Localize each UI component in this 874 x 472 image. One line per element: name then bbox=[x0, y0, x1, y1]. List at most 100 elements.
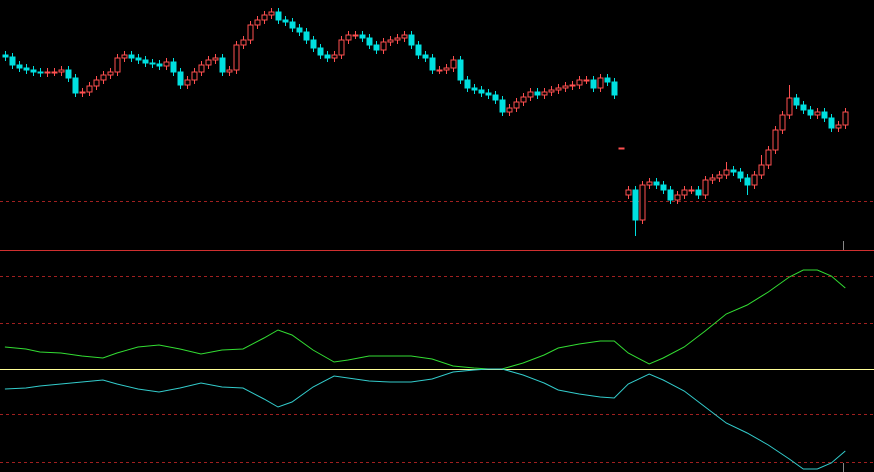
candle-body bbox=[296, 27, 303, 33]
candle-body bbox=[842, 111, 849, 126]
candle-body bbox=[23, 67, 30, 71]
candle-body bbox=[338, 39, 345, 56]
candle-body bbox=[793, 97, 800, 106]
candle-body bbox=[716, 174, 723, 179]
candle-body bbox=[44, 71, 51, 74]
candle-body bbox=[814, 111, 821, 116]
candle-body bbox=[37, 71, 44, 74]
candle-body bbox=[163, 61, 170, 67]
indicator-line bbox=[4, 368, 846, 470]
candle-body bbox=[93, 79, 100, 87]
candle-body bbox=[254, 19, 261, 26]
candle-body bbox=[835, 124, 842, 129]
candle-body bbox=[415, 44, 422, 56]
candle-body bbox=[310, 39, 317, 49]
candle-body bbox=[114, 57, 121, 73]
candle-body bbox=[744, 177, 751, 186]
candle-body bbox=[324, 54, 331, 59]
candle-body bbox=[268, 11, 275, 16]
candle-body bbox=[387, 39, 394, 43]
candle-body bbox=[583, 79, 590, 82]
candle-body bbox=[79, 91, 86, 94]
candle-body bbox=[86, 85, 93, 93]
candle-body bbox=[282, 19, 289, 23]
candle-body bbox=[548, 89, 555, 93]
candle-body bbox=[51, 71, 58, 74]
candle-body bbox=[618, 147, 625, 150]
candle-body bbox=[345, 34, 352, 41]
candle-body bbox=[576, 79, 583, 86]
candle-body bbox=[464, 79, 471, 89]
candle-body bbox=[240, 39, 247, 46]
candle-body bbox=[317, 47, 324, 56]
indicator-line bbox=[4, 269, 846, 370]
candle-body bbox=[142, 59, 149, 64]
candle-body bbox=[198, 64, 205, 73]
candle-body bbox=[65, 69, 72, 79]
candle-body bbox=[772, 129, 779, 151]
candle-body bbox=[16, 64, 23, 69]
candle-body bbox=[2, 54, 9, 58]
candle-body bbox=[401, 34, 408, 39]
candle-body bbox=[828, 117, 835, 129]
candle-body bbox=[807, 109, 814, 116]
candle-body bbox=[135, 57, 142, 61]
candle-body bbox=[765, 149, 772, 166]
candle-body bbox=[478, 89, 485, 94]
candle-body bbox=[751, 174, 758, 186]
candle-body bbox=[506, 107, 513, 113]
candle-body bbox=[212, 57, 219, 61]
candle-body bbox=[156, 63, 163, 67]
candle-body bbox=[695, 189, 702, 196]
candle-body bbox=[128, 54, 135, 59]
candle-body bbox=[555, 87, 562, 91]
candle-body bbox=[289, 21, 296, 29]
candle-body bbox=[821, 111, 828, 119]
candle-body bbox=[632, 189, 639, 221]
candle-body bbox=[569, 84, 576, 87]
candle-body bbox=[702, 179, 709, 196]
candle-body bbox=[366, 37, 373, 46]
candle-body bbox=[485, 92, 492, 96]
candle-body bbox=[604, 77, 611, 83]
candle-body bbox=[184, 79, 191, 86]
candle-body bbox=[674, 194, 681, 201]
candle-body bbox=[177, 71, 184, 86]
candle-body bbox=[611, 81, 618, 96]
candle-body bbox=[737, 171, 744, 179]
candle-body bbox=[590, 79, 597, 89]
candle-body bbox=[779, 114, 786, 131]
candle-body bbox=[709, 177, 716, 181]
candle-body bbox=[261, 14, 268, 21]
candle-body bbox=[247, 24, 254, 41]
candle-body bbox=[359, 34, 366, 39]
candle-body bbox=[534, 91, 541, 96]
candle-body bbox=[408, 34, 415, 46]
candle-body bbox=[373, 44, 380, 51]
candle-body bbox=[170, 61, 177, 73]
candle-body bbox=[653, 181, 660, 186]
candle-body bbox=[394, 37, 401, 41]
candle-body bbox=[436, 69, 443, 72]
candle-body bbox=[527, 91, 534, 98]
candle-body bbox=[471, 87, 478, 91]
candle-body bbox=[492, 94, 499, 101]
candle-body bbox=[541, 91, 548, 96]
candle-body bbox=[191, 71, 198, 81]
candle-body bbox=[688, 189, 695, 192]
candle-body bbox=[72, 77, 79, 94]
candle-body bbox=[513, 101, 520, 109]
candle-body bbox=[786, 97, 793, 116]
candle-body bbox=[758, 164, 765, 176]
candle-body bbox=[58, 69, 65, 73]
candle-body bbox=[639, 184, 646, 221]
candle-body bbox=[303, 31, 310, 41]
candle-body bbox=[121, 54, 128, 59]
candle-body bbox=[457, 59, 464, 81]
candle-body bbox=[107, 71, 114, 76]
candle-body bbox=[9, 56, 16, 66]
candle-body bbox=[499, 99, 506, 113]
